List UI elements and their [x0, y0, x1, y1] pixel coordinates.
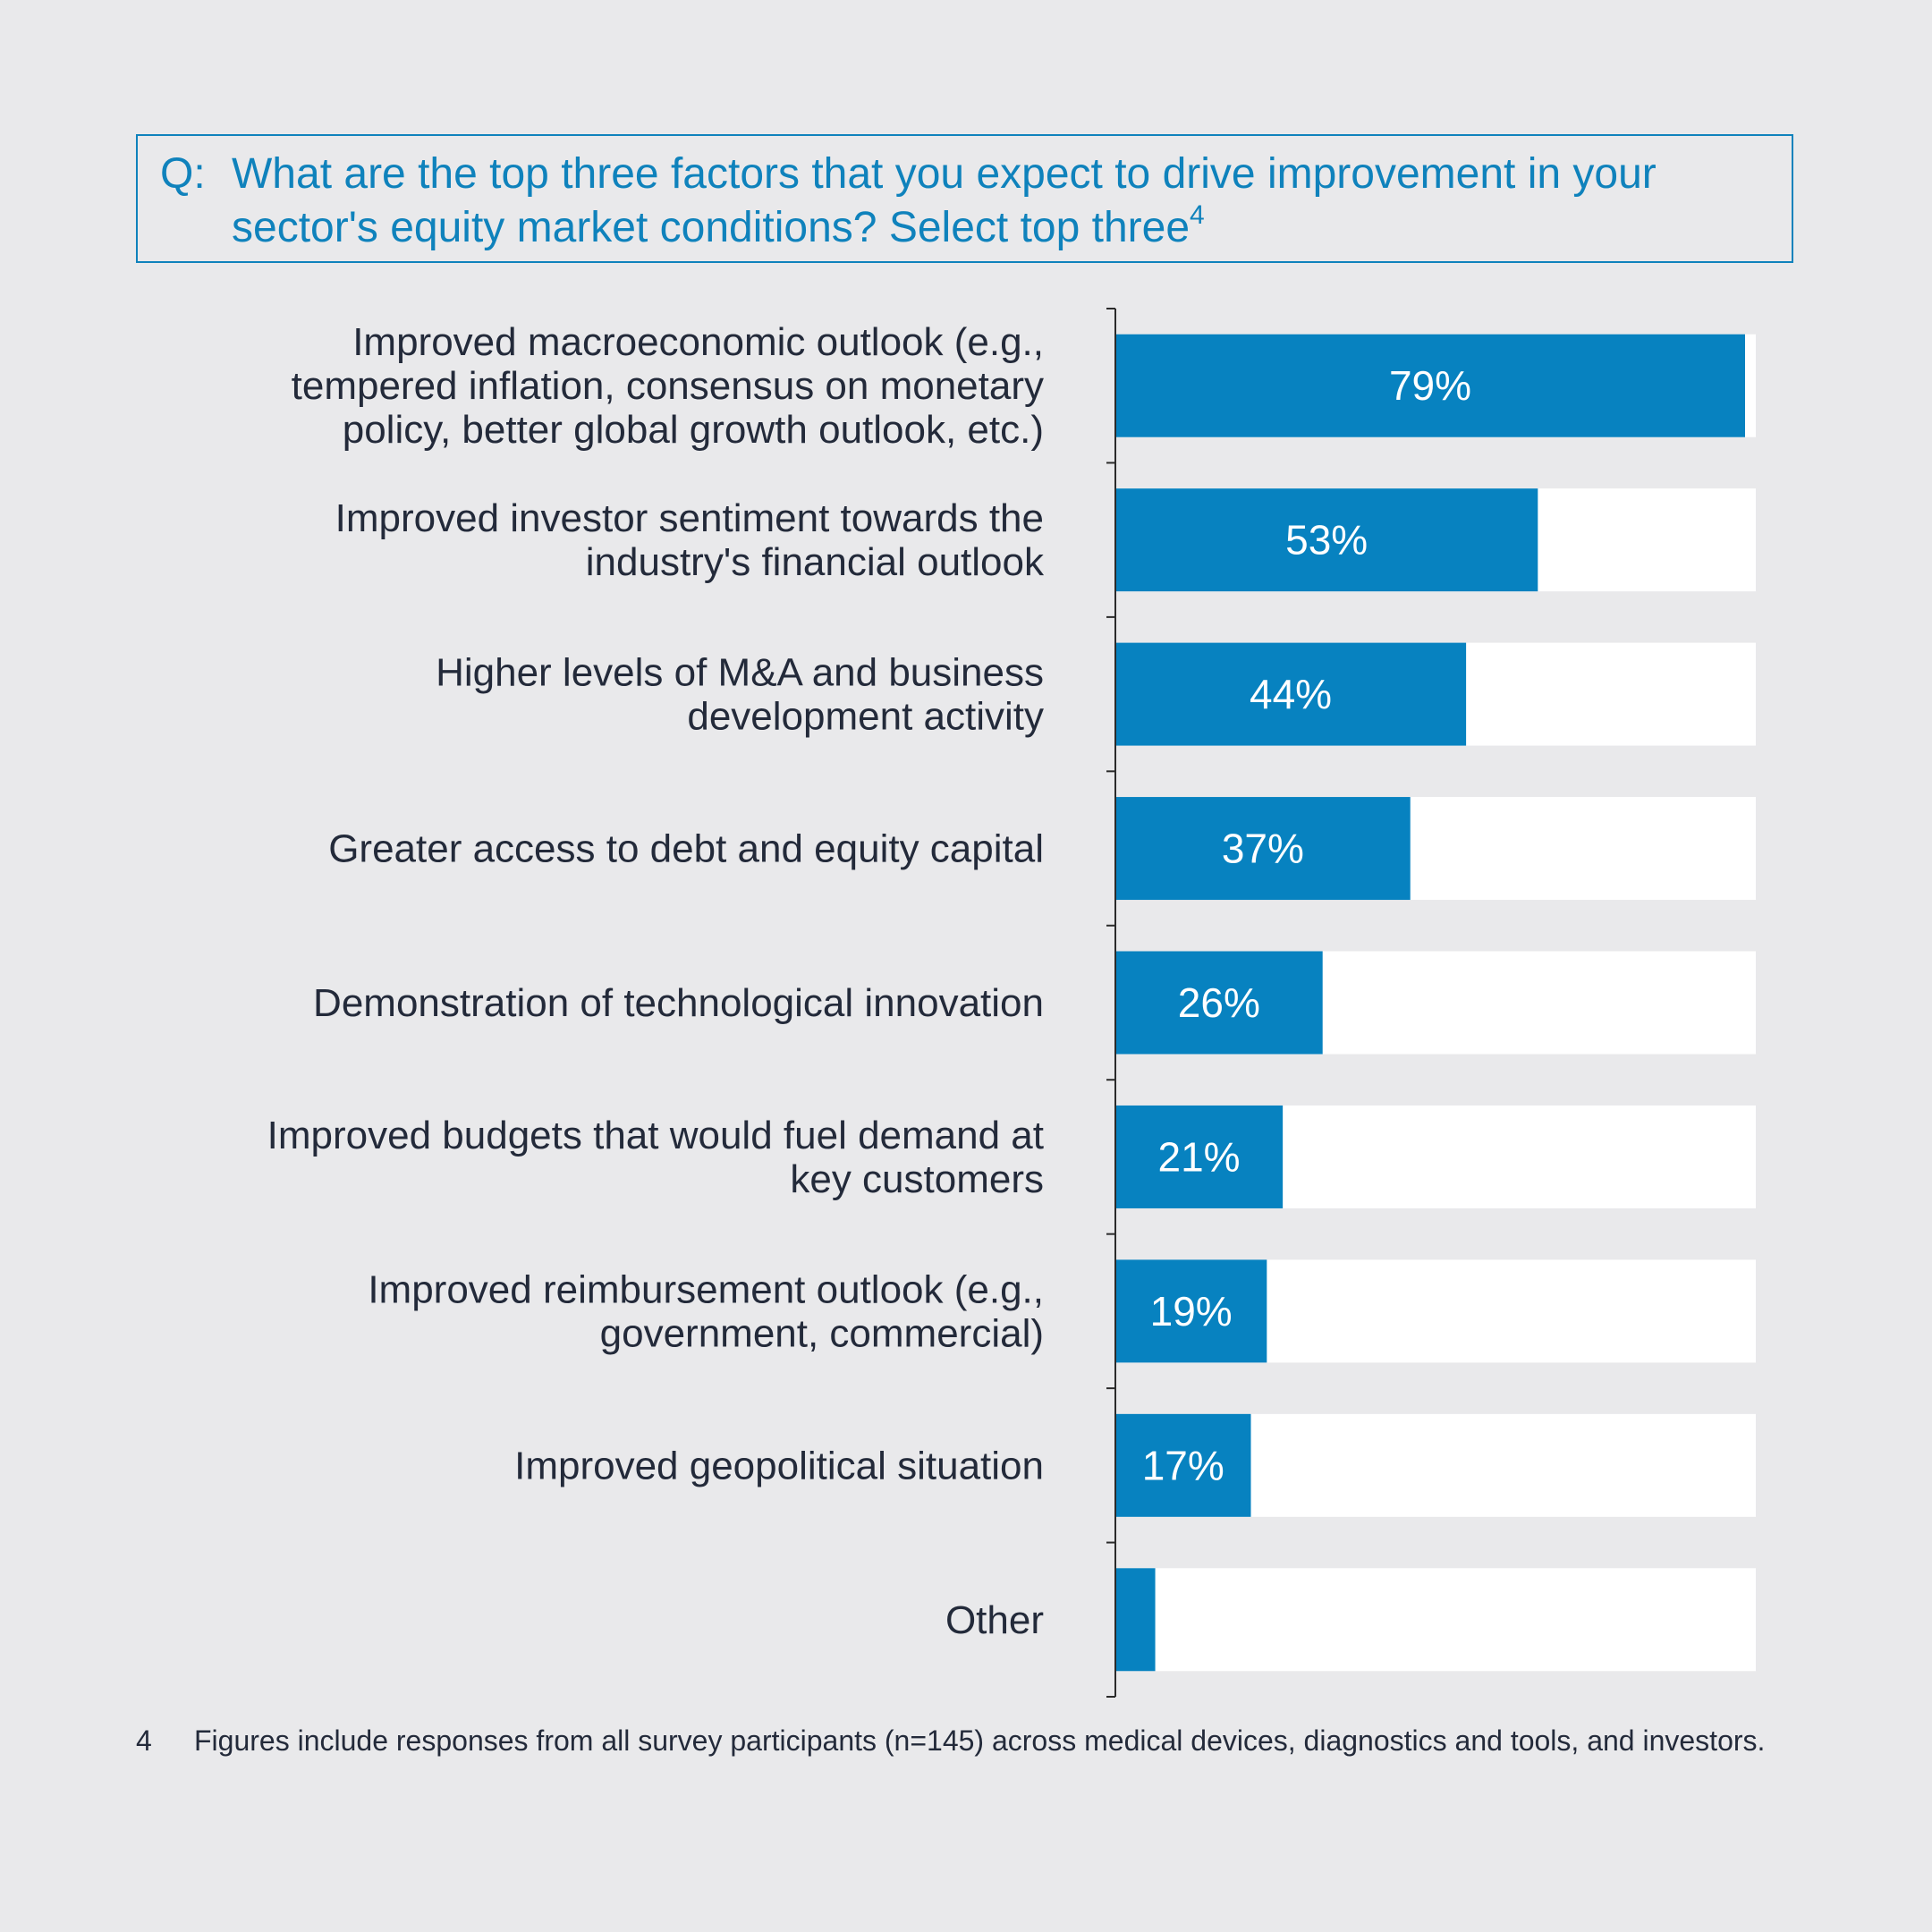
category-label: Improved investor sentiment towards the i… — [335, 496, 1045, 584]
value-label: 37% — [1222, 826, 1304, 872]
bar — [1115, 488, 1538, 592]
category-label: Improved budgets that would fuel demand … — [267, 1114, 1044, 1201]
category-label: Demonstration of technological innovatio… — [313, 981, 1044, 1025]
category-label: Improved reimbursement outlook (e.g., gov… — [368, 1267, 1044, 1355]
category-label-line: Improved investor sentiment towards the — [335, 496, 1044, 540]
category-label: Improved macroeconomic outlook (e.g., tem… — [292, 320, 1044, 452]
category-label-line: key customers — [790, 1157, 1044, 1201]
value-label: 21% — [1158, 1133, 1241, 1180]
bar-chart: 79% Improved macroeconomic outlook (e.g.,… — [267, 308, 1756, 1698]
category-label-line: industry's financial outlook — [586, 540, 1045, 584]
category-label-line: development activity — [687, 695, 1044, 739]
footnote-number: 4 — [136, 1724, 152, 1757]
question-prefix: Q: — [160, 150, 206, 198]
bar — [1115, 797, 1411, 901]
bar-track — [1115, 1568, 1756, 1672]
bar — [1115, 334, 1745, 437]
category-label-line: Improved geopolitical situation — [514, 1444, 1044, 1487]
category-label-line: policy, better global growth outlook, et… — [343, 408, 1044, 452]
category-label-line: Improved budgets that would fuel demand … — [267, 1114, 1044, 1157]
bar — [1115, 642, 1467, 746]
footnote-text: Figures include responses from all surve… — [194, 1724, 1766, 1757]
category-label: Other — [945, 1598, 1044, 1642]
question-box: Q: What are the top three factors that y… — [136, 134, 1793, 263]
value-label: 44% — [1250, 671, 1332, 717]
category-label-line: Higher levels of M&A and business — [436, 651, 1044, 695]
question-body: What are the top three factors that you … — [232, 150, 1657, 251]
category-label-line: tempered inflation, consensus on monetar… — [292, 364, 1044, 408]
category-label-line: Improved macroeconomic outlook (e.g., — [352, 320, 1044, 364]
bar — [1115, 1413, 1251, 1517]
bar — [1115, 951, 1323, 1055]
category-label-line: Greater access to debt and equity capita… — [328, 827, 1044, 871]
category-label: Higher levels of M&A and business develop… — [436, 651, 1044, 739]
question-text: What are the top three factors that you … — [232, 148, 1770, 255]
category-label: Improved geopolitical situation — [514, 1444, 1044, 1487]
value-label: 53% — [1285, 517, 1368, 564]
category-label-line: government, commercial) — [600, 1311, 1044, 1355]
value-label: 79% — [1389, 362, 1471, 409]
value-label: 17% — [1142, 1442, 1224, 1488]
category-label-line: Demonstration of technological innovatio… — [313, 981, 1044, 1025]
bar — [1115, 1105, 1284, 1208]
category-label-line: Improved reimbursement outlook (e.g., — [368, 1267, 1044, 1311]
bar — [1115, 1568, 1156, 1672]
category-label: Greater access to debt and equity capita… — [328, 827, 1044, 871]
question-footnote-ref: 4 — [1190, 200, 1205, 230]
category-label-line: Other — [945, 1598, 1044, 1642]
value-label: 26% — [1178, 979, 1260, 1026]
bar — [1115, 1259, 1267, 1363]
value-label: 19% — [1150, 1288, 1233, 1335]
